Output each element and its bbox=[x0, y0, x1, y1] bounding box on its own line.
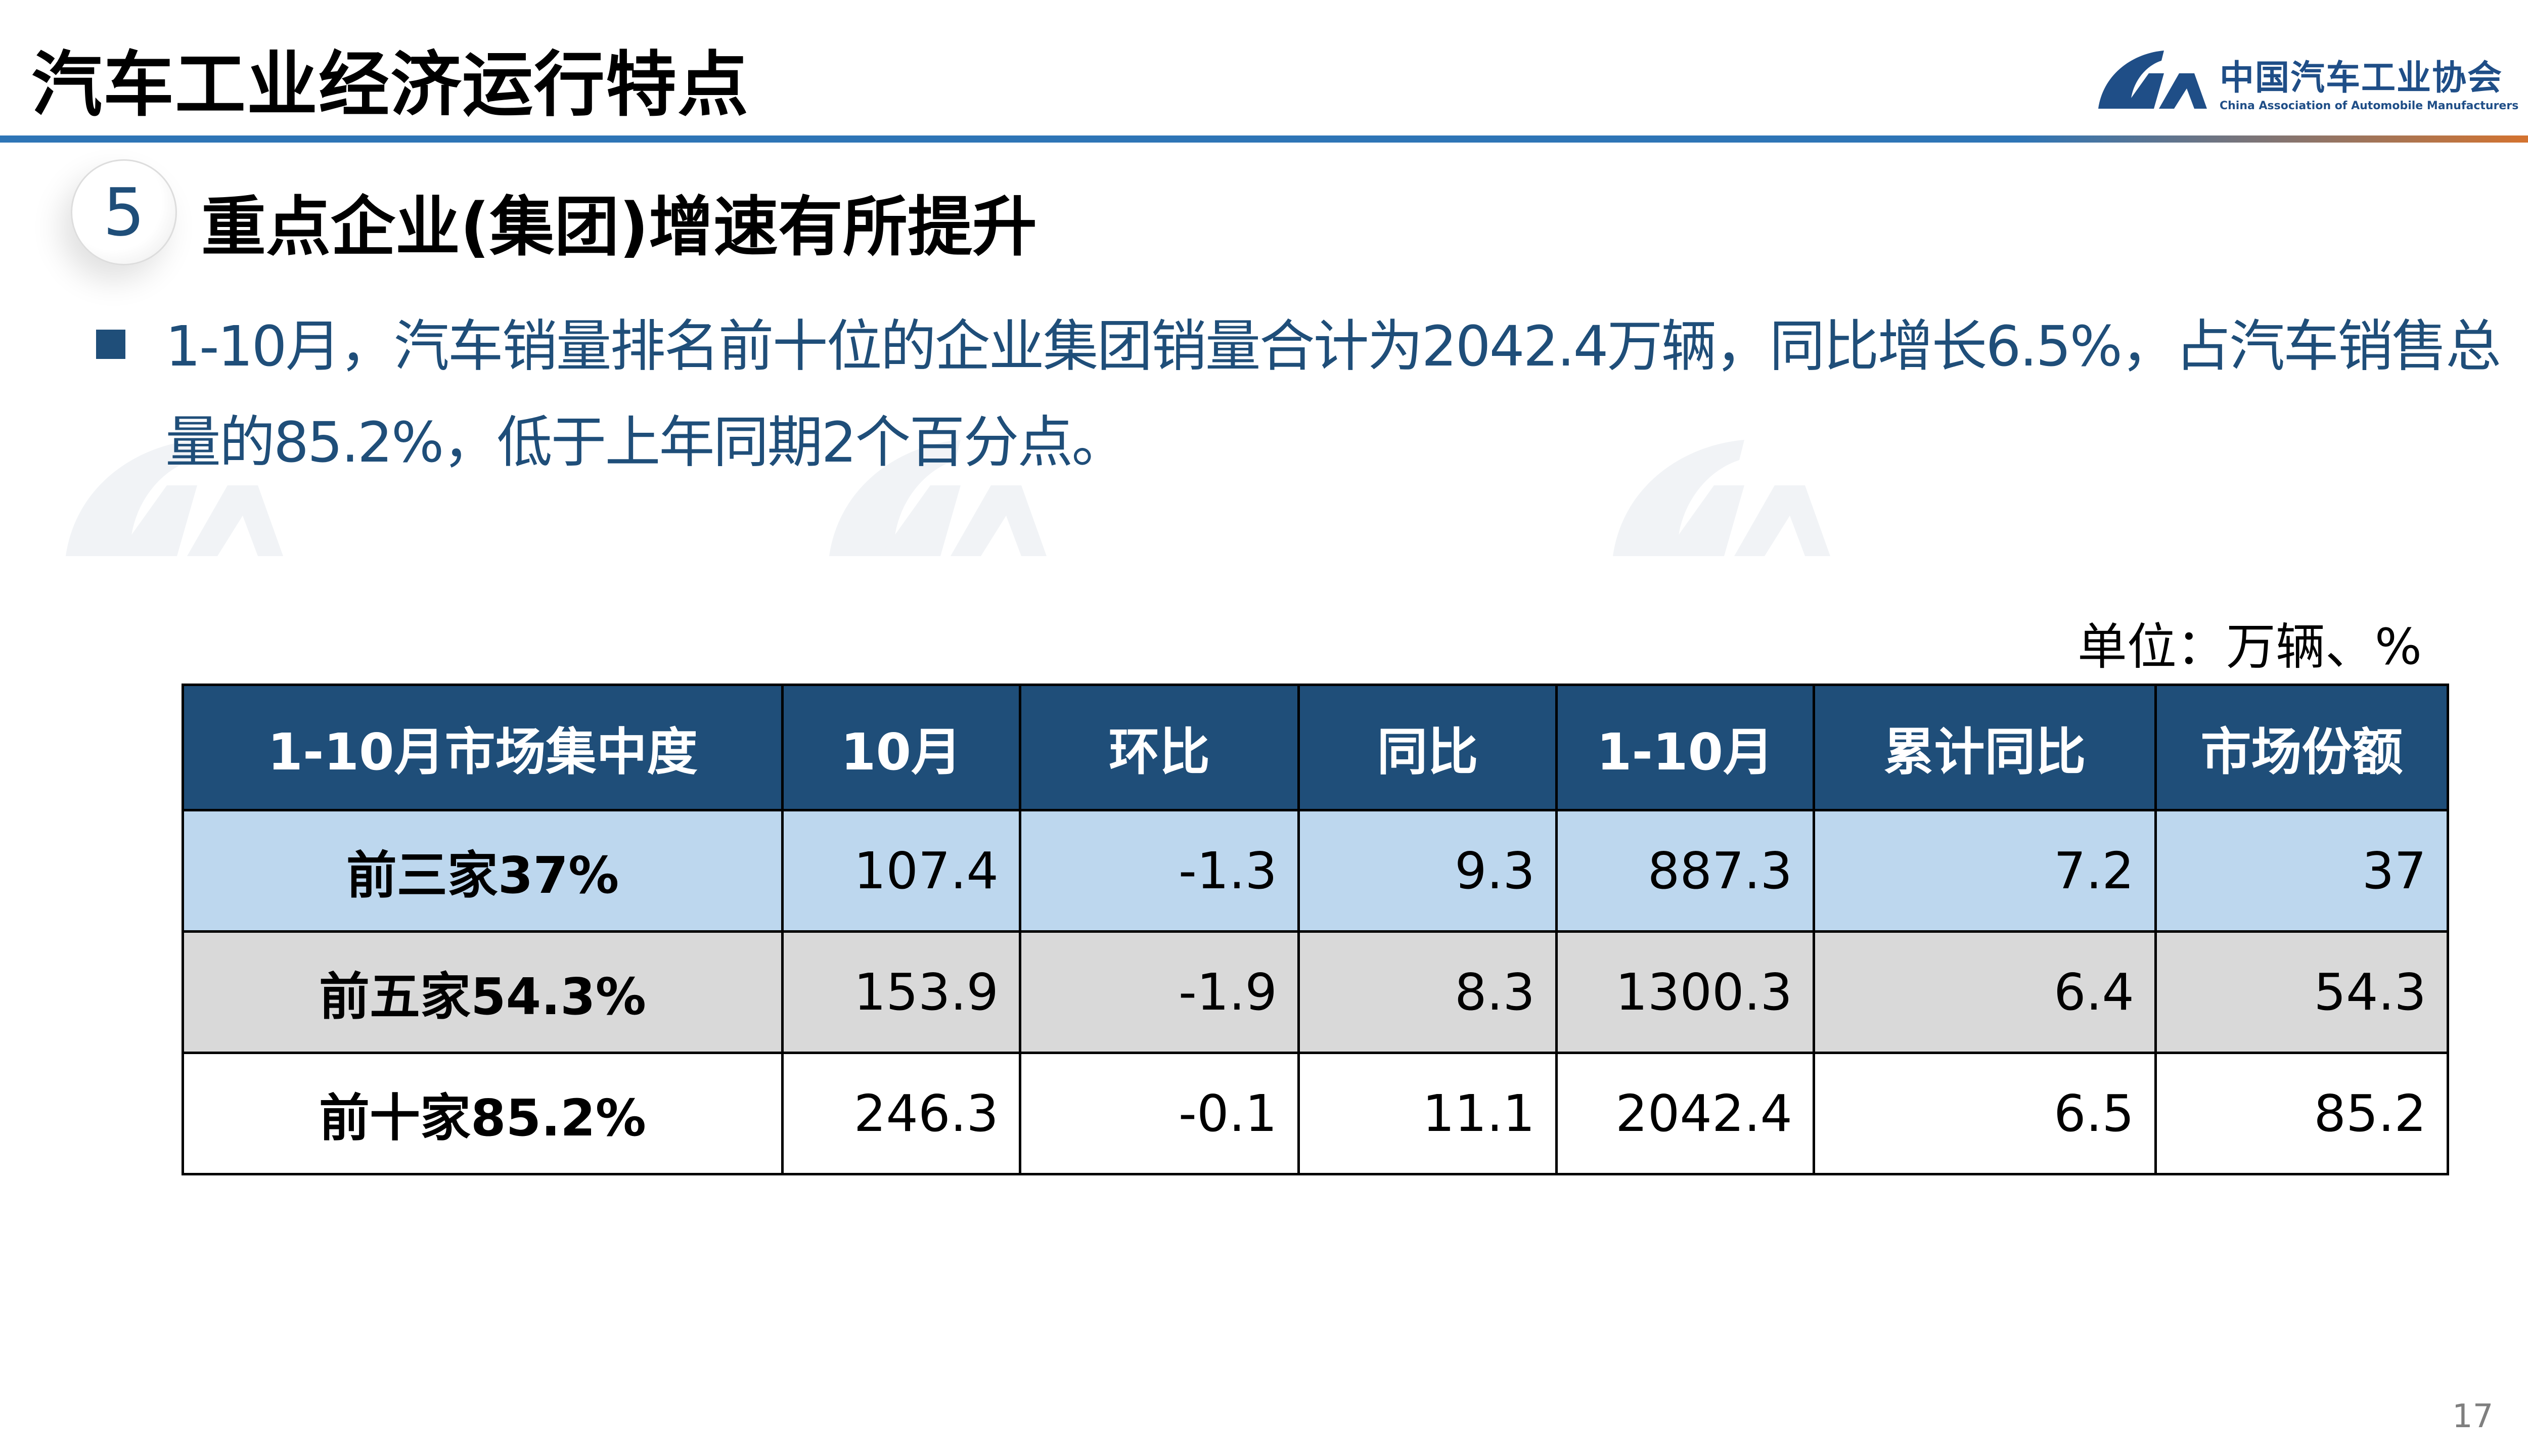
table-row: 前十家85.2% 246.3 -0.1 11.1 2042.4 6.5 85.2 bbox=[182, 1052, 2449, 1175]
cell: 6.4 bbox=[1813, 930, 2157, 1054]
cell: 107.4 bbox=[781, 809, 1021, 933]
cell-label: 前三家37% bbox=[182, 809, 784, 933]
cam-logo-icon bbox=[2098, 51, 2207, 109]
page-title: 汽车工业经济运行特点 bbox=[31, 44, 750, 126]
cell: 8.3 bbox=[1297, 930, 1558, 1054]
header-mom: 环比 bbox=[1019, 684, 1300, 811]
cell: 7.2 bbox=[1813, 809, 2157, 933]
watermark-logo-icon bbox=[829, 440, 1047, 556]
header-october: 10月 bbox=[781, 684, 1021, 811]
page-number: 17 bbox=[2452, 1398, 2494, 1435]
table-row: 前五家54.3% 153.9 -1.9 8.3 1300.3 6.4 54.3 bbox=[182, 930, 2449, 1054]
bullet-square-icon bbox=[96, 330, 125, 359]
bullet-text-line-1: 1-10月，汽车销量排名前十位的企业集团销量合计为2042.4万辆，同比增长6.… bbox=[165, 314, 2501, 379]
bullet-text-line-2: 量的85.2%，低于上年同期2个百分点。 bbox=[165, 410, 1127, 475]
section-title: 重点企业(集团)增速有所提升 bbox=[201, 190, 1037, 265]
cell: 153.9 bbox=[781, 930, 1021, 1054]
cell: 9.3 bbox=[1297, 809, 1558, 933]
cell: 85.2 bbox=[2154, 1052, 2449, 1175]
watermark-logo-icon bbox=[66, 440, 283, 556]
cell-label: 前十家85.2% bbox=[182, 1052, 784, 1175]
header-market-share: 市场份额 bbox=[2154, 684, 2449, 811]
logo-cn-text: 中国汽车工业协会 bbox=[2220, 58, 2503, 98]
header-yoy: 同比 bbox=[1297, 684, 1558, 811]
table-header-row: 1-10月市场集中度 10月 环比 同比 1-10月 累计同比 市场份额 bbox=[182, 684, 2449, 811]
cell: 1300.3 bbox=[1555, 930, 1815, 1054]
header-ytd-yoy: 累计同比 bbox=[1813, 684, 2157, 811]
market-concentration-table: 1-10月市场集中度 10月 环比 同比 1-10月 累计同比 市场份额 前三家… bbox=[182, 684, 2449, 1175]
section-number-badge: 5 bbox=[71, 159, 177, 265]
logo-en-text: China Association of Automobile Manufact… bbox=[2220, 100, 2519, 112]
cell: 11.1 bbox=[1297, 1052, 1558, 1175]
header-concentration: 1-10月市场集中度 bbox=[182, 684, 784, 811]
unit-label: 单位：万辆、% bbox=[2077, 618, 2422, 676]
cell: 2042.4 bbox=[1555, 1052, 1815, 1175]
cell: -0.1 bbox=[1019, 1052, 1300, 1175]
cell: 887.3 bbox=[1555, 809, 1815, 933]
watermark-logo-icon bbox=[1613, 440, 1830, 556]
cell: 37 bbox=[2154, 809, 2449, 933]
header-ytd: 1-10月 bbox=[1555, 684, 1815, 811]
cell: 246.3 bbox=[781, 1052, 1021, 1175]
table-row: 前三家37% 107.4 -1.3 9.3 887.3 7.2 37 bbox=[182, 809, 2449, 933]
cell: 54.3 bbox=[2154, 930, 2449, 1054]
caam-logo: 中国汽车工业协会 China Association of Automobile… bbox=[2093, 48, 2518, 114]
cell: 6.5 bbox=[1813, 1052, 2157, 1175]
cell-label: 前五家54.3% bbox=[182, 930, 784, 1054]
cell: -1.3 bbox=[1019, 809, 1300, 933]
header-divider bbox=[0, 135, 2528, 143]
cell: -1.9 bbox=[1019, 930, 1300, 1054]
